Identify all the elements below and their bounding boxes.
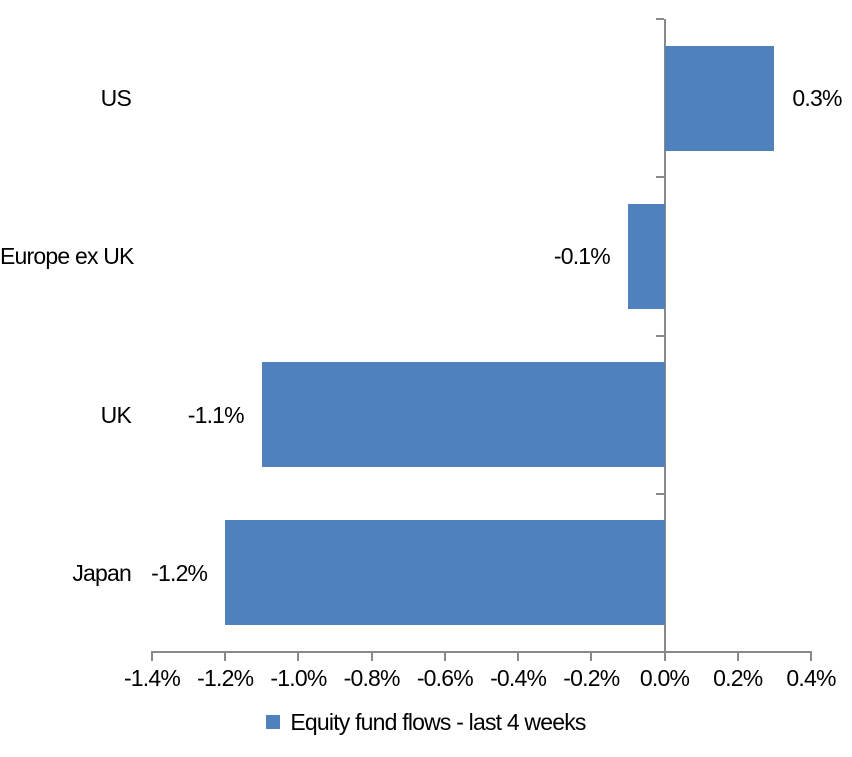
x-tick-label: -1.4% xyxy=(123,665,181,691)
value-label-uk: -1.1% xyxy=(187,401,245,428)
x-axis-line xyxy=(151,651,812,653)
x-axis-tick xyxy=(224,653,227,661)
x-axis-tick xyxy=(151,653,153,661)
x-tick-label: 0.2% xyxy=(713,665,763,691)
bar-japan xyxy=(225,520,665,626)
x-axis-tick xyxy=(663,653,666,661)
category-axis-tick xyxy=(655,18,664,20)
x-tick-label: -0.2% xyxy=(563,665,620,691)
x-tick-label: 0.0% xyxy=(639,665,690,691)
x-axis-tick xyxy=(517,653,520,661)
value-label-japan: -1.2% xyxy=(151,559,208,586)
category-label-europe-ex-uk: Europe ex UK xyxy=(0,243,134,270)
category-label-uk: UK xyxy=(100,401,132,428)
category-label-japan: Japan xyxy=(72,559,131,586)
x-tick-label: 0.4% xyxy=(786,665,836,691)
value-label-europe-ex-uk: -0.1% xyxy=(553,243,611,270)
x-axis-tick xyxy=(590,653,593,661)
bar-uk xyxy=(261,362,665,468)
legend-swatch-icon xyxy=(266,715,281,729)
x-axis-tick xyxy=(443,653,446,661)
category-axis-tick xyxy=(655,334,664,337)
x-tick-label: -0.4% xyxy=(490,665,547,691)
x-tick-label: -1.0% xyxy=(270,665,327,691)
bar-us xyxy=(664,45,775,151)
category-label-us: US xyxy=(100,85,132,112)
chart-legend: Equity fund flows - last 4 weeks xyxy=(0,708,852,736)
x-tick-label: -0.8% xyxy=(343,665,401,691)
x-tick-label: -0.6% xyxy=(416,665,474,691)
x-axis-tick xyxy=(736,653,739,661)
legend-label: Equity fund flows - last 4 weeks xyxy=(290,709,586,735)
x-axis-tick xyxy=(297,653,300,661)
x-tick-label: -1.2% xyxy=(197,665,254,691)
x-axis-tick xyxy=(810,653,812,661)
x-axis-tick xyxy=(370,653,373,661)
zero-axis-line xyxy=(663,19,666,652)
bar-europe-ex-uk xyxy=(627,203,665,309)
value-label-us: 0.3% xyxy=(792,85,842,112)
category-axis-tick xyxy=(655,651,664,653)
category-axis-tick xyxy=(655,492,664,495)
category-axis-tick xyxy=(655,176,664,179)
